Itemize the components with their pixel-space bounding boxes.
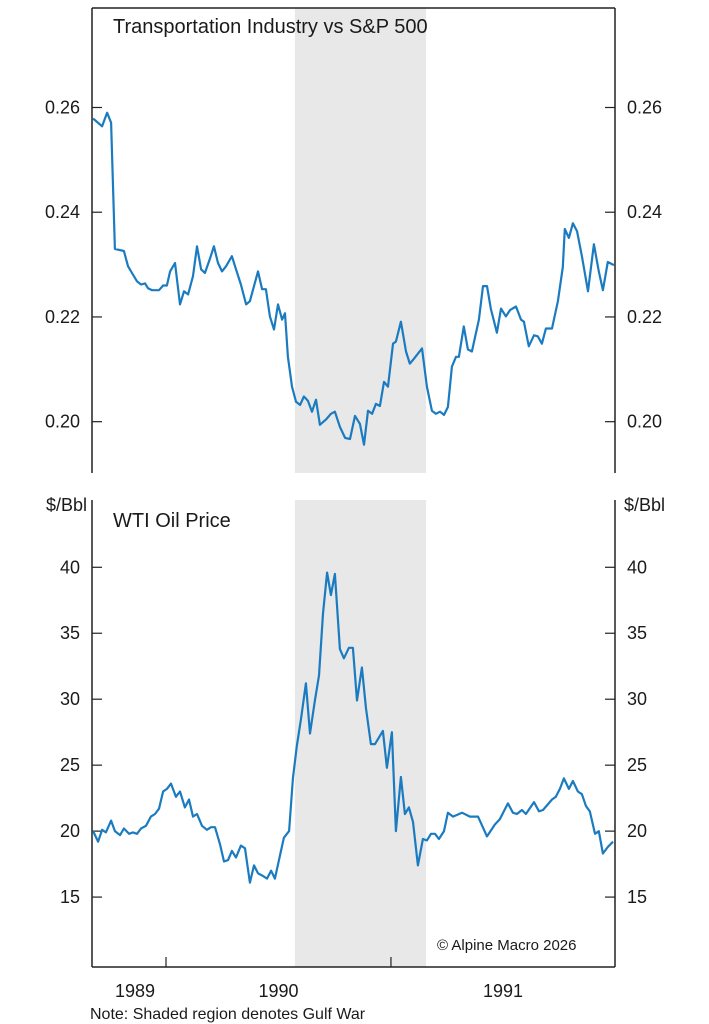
y-tick-label-left: 40 <box>60 557 80 577</box>
y-tick-label-right: 0.26 <box>627 97 662 117</box>
y-tick-label-right: 40 <box>627 557 647 577</box>
x-tick-label: 1990 <box>258 981 298 1001</box>
panel-transportation: 0.20 0.20 0.22 0.22 0.24 0.24 0.26 0.26 <box>45 7 662 473</box>
y-tick-label-left: 0.20 <box>45 412 80 432</box>
footnote: Note: Shaded region denotes Gulf War <box>90 1006 366 1023</box>
y-tick-label-right: 15 <box>627 887 647 907</box>
y-tick-label-right: 0.20 <box>627 412 662 432</box>
y-tick-label-right: 0.24 <box>627 202 662 222</box>
y-tick-label-left: 25 <box>60 755 80 775</box>
copyright: © Alpine Macro 2026 <box>437 937 576 954</box>
y-unit-label-right: $/Bbl <box>624 495 665 515</box>
shaded-region-gulf-war <box>294 500 427 967</box>
shaded-region-gulf-war <box>294 8 427 473</box>
chart-title-wti: WTI Oil Price <box>113 510 231 532</box>
series-line-transportation <box>92 111 615 446</box>
y-tick-label-left: 0.24 <box>45 202 80 222</box>
y-tick-label-right: 35 <box>627 623 647 643</box>
y-tick-label-left: 0.22 <box>45 307 80 327</box>
y-tick-label-left: 0.26 <box>45 97 80 117</box>
x-tick-label: 1989 <box>115 981 155 1001</box>
y-tick-label-right: 0.22 <box>627 307 662 327</box>
y-tick-label-left: 20 <box>60 821 80 841</box>
y-tick-label-right: 25 <box>627 755 647 775</box>
series-line-wti <box>92 571 614 884</box>
x-tick-label: 1991 <box>483 981 523 1001</box>
y-tick-label-right: 30 <box>627 689 647 709</box>
y-tick-label-left: 15 <box>60 887 80 907</box>
y-tick-label-left: 30 <box>60 689 80 709</box>
y-unit-label-left: $/Bbl <box>46 495 87 515</box>
chart-title-transportation: Transportation Industry vs S&P 500 <box>113 16 428 38</box>
y-tick-label-right: 20 <box>627 821 647 841</box>
y-tick-label-left: 35 <box>60 623 80 643</box>
panel-wti-oil: 15 15 20 20 25 25 30 30 35 35 40 40 1989 1990 1991 <box>60 500 647 1001</box>
